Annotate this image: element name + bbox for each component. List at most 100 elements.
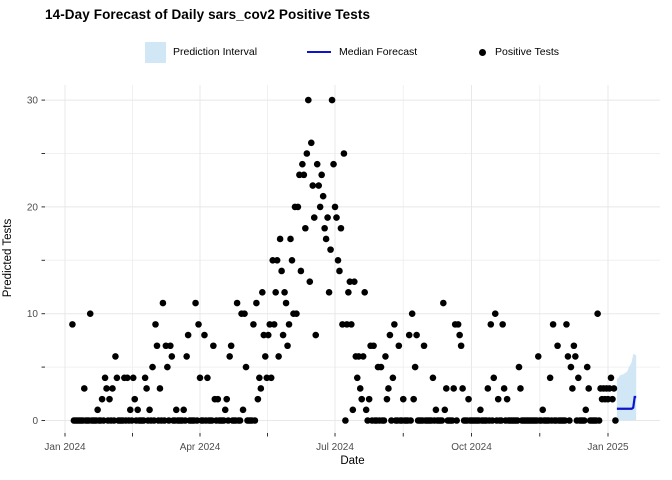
data-point: [515, 363, 523, 371]
data-point: [607, 374, 615, 382]
data-point: [353, 374, 361, 382]
data-point: [109, 385, 116, 392]
data-point: [487, 321, 495, 328]
data-point: [399, 395, 407, 403]
data-point: [309, 182, 317, 189]
data-point: [407, 417, 414, 424]
data-point: [359, 353, 367, 360]
data-point: [302, 224, 309, 232]
data-point: [239, 406, 247, 414]
median-forecast-label: Median Forecast: [339, 46, 418, 58]
data-point: [261, 353, 269, 360]
data-point: [391, 321, 398, 328]
data-point: [251, 417, 259, 424]
data-point: [293, 310, 300, 318]
data-point: [322, 235, 330, 243]
data-point: [210, 342, 217, 350]
data-point: [385, 385, 392, 392]
data-point: [284, 342, 291, 350]
data-point: [294, 203, 302, 211]
data-point: [275, 353, 282, 360]
data-point: [272, 289, 279, 296]
data-point: [450, 385, 458, 392]
data-point: [365, 395, 373, 403]
data-point: [281, 289, 288, 296]
data-point: [454, 321, 462, 328]
data-point: [337, 224, 345, 232]
data-point: [264, 331, 272, 339]
y-tick-label: 30: [27, 96, 39, 107]
data-point: [192, 299, 199, 307]
data-point: [241, 310, 248, 318]
data-point: [361, 289, 368, 296]
data-point: [250, 321, 257, 328]
data-point: [324, 214, 331, 221]
chart-legend: Prediction Interval Median Forecast Posi…: [0, 40, 672, 66]
data-point: [227, 342, 235, 350]
data-point: [126, 406, 134, 414]
data-point: [395, 342, 403, 350]
data-point: [554, 342, 561, 350]
data-point: [567, 363, 575, 371]
data-point: [328, 96, 336, 104]
data-point: [494, 395, 502, 403]
x-tick-label: Jan 2025: [587, 442, 629, 453]
data-point: [221, 406, 229, 414]
y-tick-label: 0: [32, 416, 38, 427]
data-point: [534, 353, 542, 360]
data-point: [86, 310, 94, 318]
data-point: [440, 299, 447, 307]
data-point: [285, 321, 293, 328]
data-point: [408, 310, 416, 318]
data-point: [362, 406, 370, 414]
median-forecast-line: [616, 395, 637, 410]
data-point: [340, 150, 348, 157]
data-point: [499, 321, 506, 328]
data-point: [279, 331, 287, 339]
data-point: [342, 417, 349, 424]
data-point: [312, 331, 320, 339]
positive-tests-point-icon: [479, 48, 486, 56]
data-point: [180, 406, 187, 414]
data-point: [168, 353, 176, 360]
data-point: [336, 267, 343, 275]
data-point: [345, 289, 352, 296]
data-point: [575, 374, 582, 382]
data-point: [517, 385, 524, 392]
data-point: [389, 374, 397, 382]
data-point: [358, 395, 366, 403]
prediction-interval-label: Prediction Interval: [173, 46, 258, 58]
data-point: [313, 160, 321, 168]
y-tick-label: 10: [27, 309, 39, 320]
data-point: [351, 278, 358, 285]
data-point: [196, 374, 204, 382]
data-point: [305, 96, 312, 104]
data-point: [299, 160, 306, 168]
data-point: [453, 417, 460, 424]
data-point: [167, 342, 174, 350]
data-point: [300, 171, 308, 179]
data-point: [307, 139, 315, 147]
chart-title: 14-Day Forecast of Daily sars_cov2 Posit…: [45, 7, 371, 22]
data-point: [69, 321, 76, 328]
data-point: [459, 385, 466, 392]
data-point: [223, 395, 231, 403]
data-point: [112, 353, 119, 360]
data-point: [152, 321, 159, 328]
data-point: [256, 374, 263, 382]
data-point: [183, 353, 190, 360]
data-point: [564, 353, 572, 360]
data-point: [106, 395, 113, 403]
data-point: [146, 406, 153, 414]
data-point: [349, 406, 357, 414]
data-point: [386, 331, 394, 339]
data-point: [113, 374, 121, 382]
legend-item-positive-tests: Positive Tests: [479, 40, 559, 64]
data-point: [204, 374, 211, 382]
y-tick-label: 20: [27, 202, 39, 213]
data-point: [334, 257, 342, 264]
data-point: [569, 385, 576, 392]
data-point: [610, 385, 618, 392]
data-point: [411, 363, 419, 371]
